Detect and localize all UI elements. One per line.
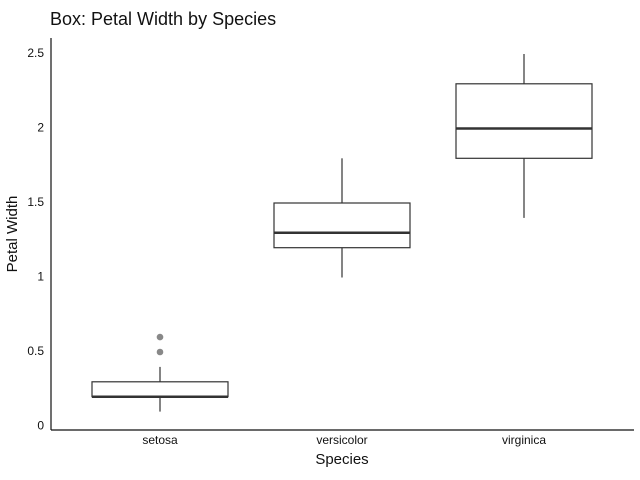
box-virginica (455, 54, 593, 218)
y-tick-group: 0 0.5 1 1.5 2 2.5 (27, 46, 44, 433)
x-tick-label: virginica (502, 433, 546, 447)
y-tick-label: 0 (37, 419, 44, 433)
y-tick-label: 1 (37, 270, 44, 284)
x-axis-label: Species (315, 451, 368, 468)
y-tick-label: 2.5 (27, 46, 44, 60)
chart-title: Box: Petal Width by Species (50, 9, 276, 29)
x-tick-group: setosa versicolor virginica (142, 433, 546, 447)
box-setosa (91, 333, 229, 412)
outlier-point (156, 333, 164, 341)
y-tick-label: 0.5 (27, 344, 44, 358)
box-iqr (273, 202, 411, 249)
x-tick-label: setosa (142, 433, 178, 447)
y-tick-label: 2 (37, 121, 44, 135)
box-iqr (455, 83, 593, 159)
box-iqr (91, 381, 229, 398)
box-series (91, 54, 593, 412)
y-axis-label: Petal Width (4, 196, 21, 273)
box-versicolor (273, 158, 411, 278)
outlier-point (156, 348, 164, 356)
y-tick-label: 1.5 (27, 195, 44, 209)
x-tick-label: versicolor (316, 433, 367, 447)
